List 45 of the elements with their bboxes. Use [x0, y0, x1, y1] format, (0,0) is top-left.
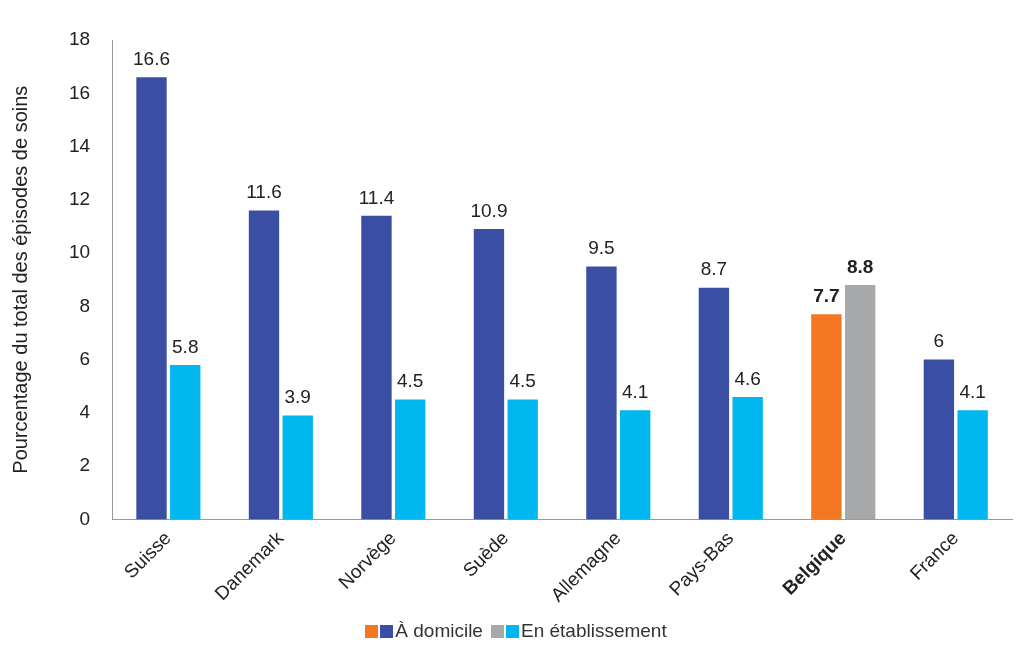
bar	[248, 210, 280, 520]
y-axis-title: Pourcentage du total des épisodes de soins	[8, 85, 31, 474]
y-tick-label: 18	[68, 28, 91, 50]
data-label: 9.5	[588, 237, 615, 259]
bar	[620, 410, 651, 520]
data-label: 5.8	[172, 335, 199, 357]
bar	[361, 215, 392, 520]
bar	[136, 77, 167, 520]
data-label: 6	[933, 330, 945, 352]
y-tick-label: 16	[68, 81, 91, 103]
y-tick-label: 2	[79, 454, 91, 476]
bar	[507, 399, 538, 520]
data-label: 10.9	[470, 199, 508, 221]
y-tick-label: 14	[68, 134, 91, 156]
data-label: 4.5	[509, 370, 536, 392]
bar	[844, 285, 876, 520]
legend-label: À domicile	[395, 620, 483, 641]
bar	[395, 399, 426, 520]
data-label: 11.4	[358, 186, 395, 208]
y-tick-label: 8	[79, 294, 91, 316]
bar	[282, 415, 313, 520]
y-tick-label: 4	[79, 401, 91, 423]
data-label: 4.1	[621, 380, 649, 402]
bar	[698, 287, 730, 520]
bar	[957, 410, 988, 520]
bar	[923, 359, 955, 520]
bar	[732, 396, 763, 520]
data-label: 8.8	[846, 255, 874, 277]
bar	[811, 314, 842, 520]
legend-label: En établissement	[520, 620, 667, 641]
bar	[473, 229, 505, 520]
data-label: 4.1	[959, 380, 986, 402]
y-tick-label: 0	[79, 507, 91, 529]
y-tick-label: 10	[68, 241, 91, 263]
y-tick-label: 12	[68, 188, 91, 210]
data-label: 16.6	[133, 48, 170, 70]
data-label: 4.5	[397, 370, 424, 392]
y-tick-label: 6	[79, 347, 91, 369]
data-label: 4.6	[734, 367, 761, 389]
data-label: 11.6	[246, 181, 282, 203]
bar	[170, 364, 201, 520]
bar	[586, 266, 617, 520]
data-label: 8.7	[700, 258, 728, 280]
data-label: 7.7	[813, 285, 840, 307]
data-label: 3.9	[284, 386, 311, 408]
